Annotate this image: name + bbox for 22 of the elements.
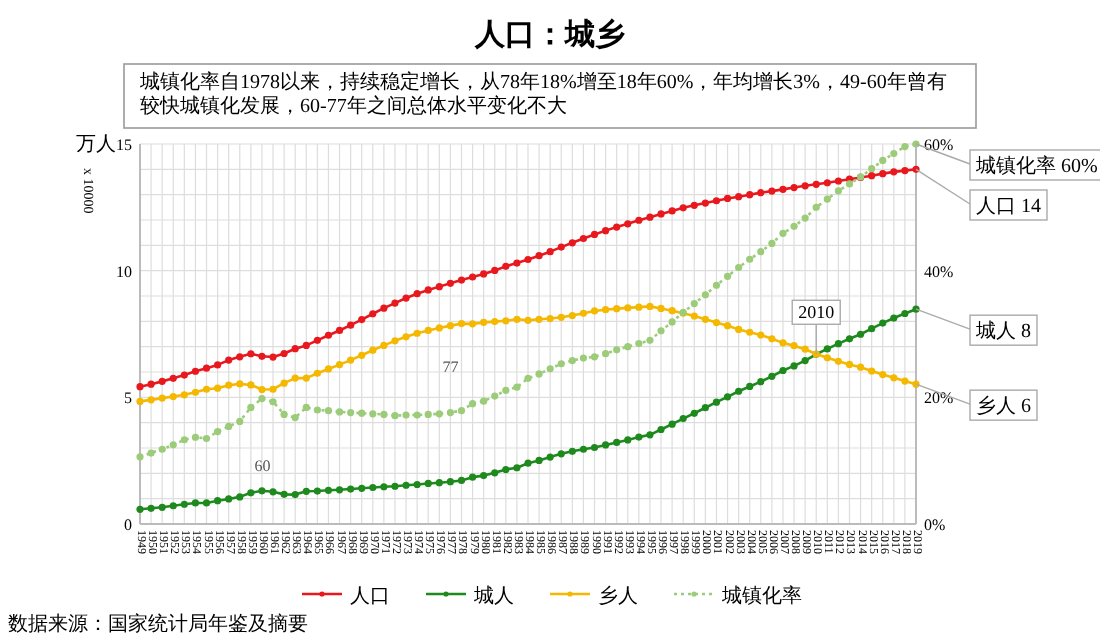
annotation: 77 xyxy=(442,358,459,376)
annotation: 60 xyxy=(254,456,271,475)
y2-tick-label: 20% xyxy=(924,389,954,408)
source-note: 数据来源：国家统计局年鉴及摘要 xyxy=(8,612,308,636)
y-tick-label: 0 xyxy=(124,516,132,534)
y-axis-title: 万人 xyxy=(76,134,116,156)
y-tick-label: 15 xyxy=(116,136,132,154)
y2-tick-label: 0% xyxy=(924,516,946,534)
annotation: 人口 14 xyxy=(976,196,1041,218)
annotation: 乡人 6 xyxy=(976,394,1031,419)
annotation: 2010 xyxy=(798,302,836,323)
y2-tick-label: 60% xyxy=(924,136,954,154)
legend-label: 乡人 xyxy=(598,584,638,608)
legend-label: 城镇化率 xyxy=(720,584,802,608)
y2-tick-label: 40% xyxy=(924,262,954,281)
chart-title: 人口：城乡 xyxy=(473,18,625,52)
legend-label: 城人 xyxy=(472,584,514,608)
y-tick-label: 5 xyxy=(124,389,132,408)
y-tick-label: 10 xyxy=(116,262,132,281)
legend-label: 人口 xyxy=(350,586,390,608)
annotation: 城人 8 xyxy=(974,319,1031,344)
chart-subtitle: 城镇化率自1978以来，持续稳定增长，从78年18%增至18年60%，年均增长3%，49-60年曾有较快城镇化发展，60-77年之间总体水平变化不大 xyxy=(138,70,947,118)
